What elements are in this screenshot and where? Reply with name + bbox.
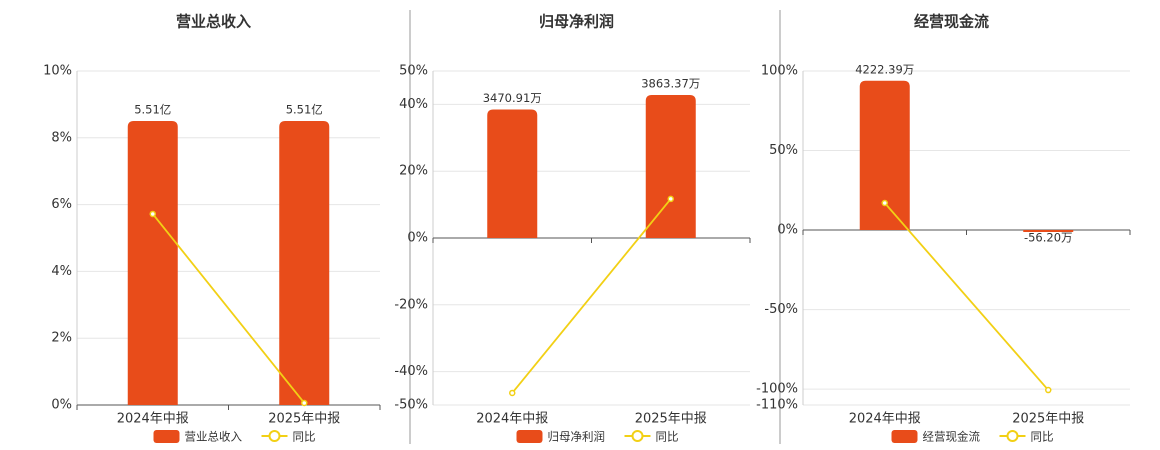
y-tick-label: 6% bbox=[51, 197, 72, 212]
legend-label: 营业总收入 bbox=[185, 430, 243, 444]
data-label: 5.51亿 bbox=[134, 102, 171, 116]
line-point bbox=[881, 199, 888, 207]
x-tick-label: 2024年中报 bbox=[476, 412, 548, 427]
legend-label: 同比 bbox=[1031, 430, 1054, 444]
x-tick-label: 2025年中报 bbox=[1012, 412, 1084, 427]
y-tick-label: 50% bbox=[399, 64, 428, 79]
y-tick-label: 100% bbox=[761, 64, 798, 79]
data-label: 4222.39万 bbox=[855, 62, 914, 76]
y-tick-label: 50% bbox=[769, 143, 798, 158]
y-tick-label: 40% bbox=[399, 97, 428, 112]
chart-title: 营业总收入 bbox=[176, 13, 251, 31]
y-tick-label: 10% bbox=[43, 64, 72, 79]
legend-marker bbox=[1006, 430, 1019, 442]
data-label: 3863.37万 bbox=[641, 76, 700, 90]
bar bbox=[279, 120, 330, 405]
y-tick-label: 0% bbox=[51, 398, 72, 413]
line-point bbox=[509, 389, 516, 397]
data-label: 5.51亿 bbox=[286, 102, 323, 116]
y-tick-label: -100% bbox=[756, 382, 798, 397]
x-tick-label: 2025年中报 bbox=[635, 412, 707, 427]
line bbox=[152, 213, 305, 404]
legend-swatch bbox=[516, 430, 543, 443]
x-tick-label: 2024年中报 bbox=[849, 412, 921, 427]
y-tick-label: 0% bbox=[777, 223, 798, 238]
line bbox=[884, 202, 1049, 391]
line-point bbox=[1045, 386, 1052, 394]
bar bbox=[1023, 230, 1074, 233]
legend-swatch bbox=[891, 430, 918, 443]
legend-label: 同比 bbox=[656, 430, 679, 444]
y-tick-label: -50% bbox=[394, 398, 428, 413]
chart-title: 经营现金流 bbox=[914, 13, 989, 31]
y-tick-label: -50% bbox=[764, 302, 798, 317]
y-tick-label: -110% bbox=[756, 398, 798, 413]
y-tick-label: 20% bbox=[399, 164, 428, 179]
legend-label: 归母净利润 bbox=[548, 430, 606, 444]
x-tick-label: 2024年中报 bbox=[117, 412, 189, 427]
line-point bbox=[301, 399, 308, 407]
legend-label: 经营现金流 bbox=[923, 430, 981, 444]
legend-swatch bbox=[153, 430, 180, 443]
legend-marker bbox=[631, 430, 644, 442]
data-label: -56.20万 bbox=[1024, 231, 1073, 245]
y-tick-label: -40% bbox=[394, 364, 428, 379]
y-tick-label: 0% bbox=[407, 231, 428, 246]
line bbox=[511, 198, 672, 394]
bar bbox=[859, 80, 910, 231]
y-tick-label: 2% bbox=[51, 331, 72, 346]
bar bbox=[487, 109, 538, 238]
line-point bbox=[667, 195, 674, 203]
y-tick-label: 8% bbox=[51, 130, 72, 145]
legend-label: 同比 bbox=[293, 430, 316, 444]
x-tick-label: 2025年中报 bbox=[268, 412, 340, 427]
line-point bbox=[149, 210, 156, 218]
legend-marker bbox=[268, 430, 281, 442]
data-label: 3470.91万 bbox=[483, 91, 542, 105]
bar bbox=[127, 120, 178, 405]
chart-title: 归母净利润 bbox=[539, 13, 614, 31]
y-tick-label: -20% bbox=[394, 297, 428, 312]
bar bbox=[645, 94, 696, 239]
y-tick-label: 4% bbox=[51, 264, 72, 279]
